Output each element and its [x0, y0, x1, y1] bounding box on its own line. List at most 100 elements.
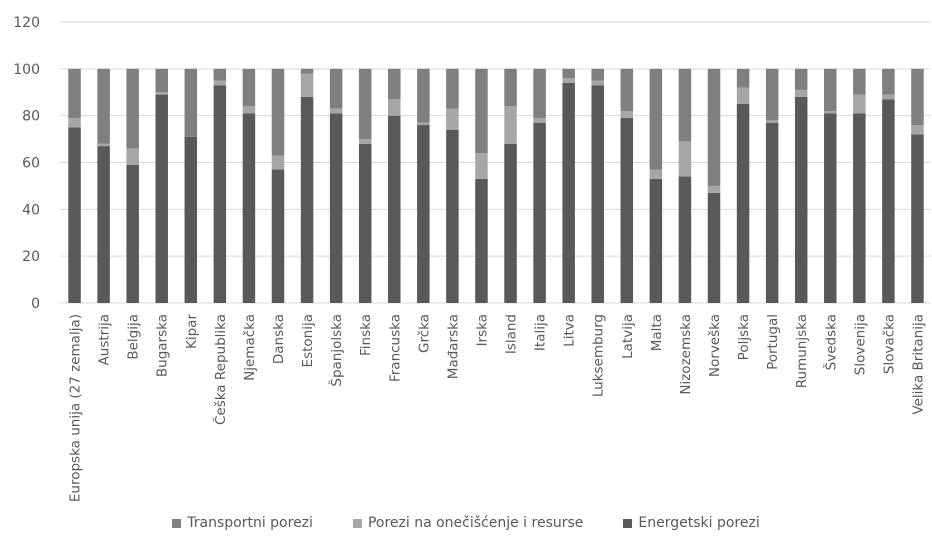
bar-segment	[649, 178, 663, 303]
x-tick-label: Grčka	[416, 314, 432, 353]
bar-segment	[126, 164, 139, 303]
x-tick-label: Island	[504, 314, 520, 354]
bar-segment	[358, 143, 372, 303]
bar-segment	[446, 108, 459, 130]
bar-segment	[794, 68, 808, 90]
bar-segment	[358, 139, 372, 144]
bar-segment	[358, 68, 372, 140]
bar-segment	[736, 87, 750, 104]
bar-segment	[882, 94, 895, 100]
x-tick-label: Finska	[358, 314, 374, 356]
y-tick-label: 60	[22, 156, 40, 172]
bar-segment	[97, 68, 110, 144]
x-tick-label: Švedska	[821, 314, 839, 370]
bar-segment	[329, 108, 343, 114]
y-tick-label: 0	[31, 296, 40, 312]
x-tick-label: Irska	[474, 314, 490, 346]
x-tick-label: Estonija	[300, 314, 316, 367]
bar-segment	[300, 73, 314, 97]
bar-segment	[591, 68, 604, 81]
x-tick-label: Slovačka	[881, 314, 897, 374]
bar-segment	[853, 113, 866, 303]
bar-segment	[824, 113, 837, 303]
y-tick-label: 80	[22, 109, 40, 125]
bar-segment	[620, 110, 634, 119]
bar-segment	[475, 68, 488, 154]
bar-segment	[562, 78, 575, 83]
bar-segment	[591, 80, 604, 86]
bar-segment	[213, 85, 227, 303]
bar-segment	[475, 178, 488, 303]
bar-segment	[504, 68, 517, 107]
x-tick-label: Kipar	[184, 314, 200, 349]
bar-segment	[155, 68, 168, 93]
bar-segment	[97, 146, 110, 303]
bar-segment	[213, 80, 227, 86]
legend-label-pollution: Porezi na onečišćenje i resurse	[367, 515, 584, 531]
bar-segment	[504, 106, 517, 144]
x-tick-label: Mađarska	[445, 314, 461, 379]
x-tick-label: Bugarska	[155, 314, 171, 377]
bar-segment	[853, 94, 866, 114]
bar-segment	[649, 169, 663, 179]
bar-segment	[68, 118, 81, 128]
bar-segment	[765, 122, 779, 303]
bar-segment	[97, 143, 110, 147]
bar-segment	[300, 96, 314, 303]
bar-segment	[417, 122, 430, 126]
x-tick-label: Portugal	[765, 314, 781, 370]
x-tick-label: Belgija	[126, 314, 142, 360]
bar-segment	[417, 125, 430, 304]
bar-segment	[882, 68, 895, 95]
bar-segment	[736, 103, 750, 303]
legend-item-transport: Transportni porezi	[172, 511, 313, 535]
x-tick-label: Europska unija (27 zemalja)	[68, 314, 84, 502]
bar-segment	[707, 192, 721, 303]
legend-label-transport: Transportni porezi	[187, 515, 313, 531]
x-tick-label: Francuska	[387, 314, 403, 382]
bar-segment	[533, 122, 546, 303]
bar-segment	[271, 169, 285, 303]
x-tick-label: Rumunjska	[794, 314, 810, 388]
legend-label-energy: Energetski porezi	[638, 515, 760, 531]
x-tick-label: Njemačka	[242, 314, 258, 381]
bar-segment	[475, 153, 488, 179]
x-tick-label: Nizozemska	[678, 314, 694, 395]
bar-segment	[242, 106, 256, 114]
bar-segment	[184, 68, 198, 137]
bar-segment	[388, 115, 401, 304]
bar-segment	[329, 113, 343, 303]
bar-segment	[417, 68, 430, 123]
bar-segment	[765, 68, 779, 121]
bar-segment	[68, 127, 81, 303]
bar-segment	[242, 113, 256, 303]
bar-segment	[388, 68, 401, 100]
x-tick-label: Norveška	[707, 314, 723, 377]
bar-segment	[882, 99, 895, 304]
bar-segment	[707, 68, 721, 186]
bar-segment	[824, 68, 837, 111]
bar-segment	[620, 68, 634, 111]
bar-segment	[242, 68, 256, 107]
legend-item-pollution: Porezi na onečišćenje i resurse	[352, 511, 584, 535]
bar-segment	[678, 176, 692, 303]
bar-segment	[446, 129, 459, 303]
bar-segment	[620, 118, 634, 303]
legend-swatch-transport	[172, 518, 182, 528]
gridlines	[60, 21, 930, 304]
bar-segment	[911, 125, 924, 135]
bar-segment	[533, 118, 546, 123]
bar-segment	[271, 68, 285, 156]
bar-segment	[300, 68, 314, 74]
bar-segment	[736, 68, 750, 88]
bar-segment	[446, 68, 459, 109]
bar-segment	[329, 68, 343, 109]
bar-segment	[911, 68, 924, 126]
y-axis-ticks: 0 20 40 60 80 100 120	[13, 15, 40, 312]
bar-segment	[126, 68, 139, 149]
x-tick-label: Austrija	[97, 314, 113, 365]
bar-segment	[853, 68, 866, 95]
x-tick-label: Malta	[649, 314, 665, 351]
legend-item-energy: Energetski porezi	[623, 511, 760, 535]
bar-segment	[707, 185, 721, 193]
